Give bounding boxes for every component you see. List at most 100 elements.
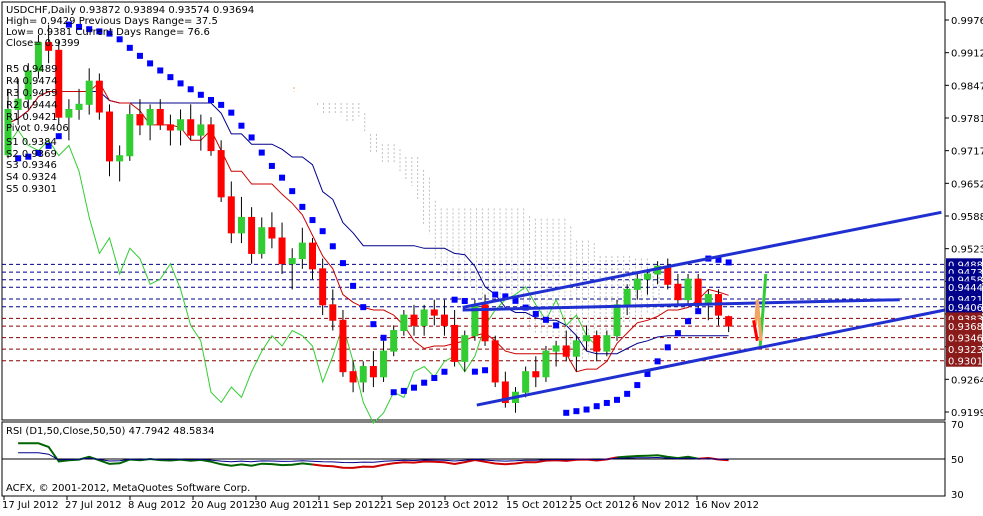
candle-body [694, 278, 702, 306]
price-tag-box [946, 300, 982, 313]
psar-dot [309, 217, 316, 224]
psar-dot [76, 23, 83, 30]
candle-body [309, 242, 316, 270]
psar-dot [492, 291, 499, 298]
pivot-label-s2: S2 0.9369 [6, 149, 57, 160]
ichimoku-cloud [293, 86, 660, 362]
candle-body [562, 345, 570, 357]
psar-dot [136, 52, 143, 59]
psar-dot [360, 304, 367, 311]
price-tag-label: 0.93836 [948, 314, 983, 325]
pivot-label-r2: R2 0.9444 [6, 100, 57, 111]
psar-dot [25, 153, 32, 160]
x-tick-label: 16 Nov 2012 [695, 500, 759, 511]
psar-dot [542, 316, 549, 323]
projection-arrow-red [752, 320, 759, 342]
pivot-label-s1: S1 0.9384 [6, 137, 57, 148]
psar-dot [614, 396, 620, 403]
copyright-text: ACFX, © 2001-2012, MetaQuotes Software C… [6, 483, 250, 494]
candle-body [359, 366, 367, 383]
candle-body [14, 98, 22, 110]
psar-dot [177, 80, 184, 87]
pivot-label-r4: R4 0.9474 [6, 76, 57, 87]
psar-dot [218, 101, 225, 108]
trendline-upper-channel [462, 210, 942, 309]
psar-dot [634, 382, 641, 389]
candle-body [136, 114, 144, 126]
candle-body [146, 108, 154, 126]
candle-body [440, 314, 448, 326]
candle-body [643, 273, 651, 280]
chikou-span-line [7, 129, 598, 424]
psar-dot [654, 358, 661, 365]
y-tick-label: 0.96525 [951, 179, 983, 190]
candle-body [542, 350, 550, 378]
psar-dot [624, 390, 631, 397]
candle-body [156, 108, 164, 126]
pivot-label-pivot: Pivot 0.9406 [6, 123, 69, 134]
rsi-tick-label: 50 [951, 455, 964, 466]
candle-body [126, 114, 134, 157]
candle-body [217, 150, 225, 198]
psar-dot [86, 26, 93, 33]
candle-body [664, 265, 672, 285]
candle-body [237, 216, 245, 234]
psar-dot [431, 375, 438, 382]
psar-dot [685, 318, 692, 325]
psar-dot [695, 308, 702, 315]
x-tick-label: 15 Oct 2012 [506, 500, 568, 511]
psar-dot [289, 188, 296, 195]
pivot-label-r3: R3 0.9459 [6, 88, 57, 99]
y-tick-label: 0.95235 [951, 245, 983, 256]
candle-body [481, 304, 489, 342]
psar-dot [96, 28, 103, 35]
psar-dot [532, 310, 539, 317]
header-line-low: Low= 0.9381 Current Days Range= 76.6 [6, 27, 210, 38]
psar-dot [258, 149, 265, 156]
candle-body [491, 340, 499, 383]
y-tick-label: 0.98475 [951, 81, 983, 92]
psar-dot [715, 256, 722, 263]
y-tick-label: 0.99765 [951, 16, 983, 27]
psar-dot [350, 282, 357, 289]
price-tag-label: 0.94443 [948, 283, 983, 294]
psar-dot [228, 109, 235, 116]
x-tick-label: 11 Sep 2012 [317, 500, 380, 511]
candle-body [349, 371, 357, 383]
pivot-label-s5: S5 0.9301 [6, 184, 57, 195]
time-axis: 17 Jul 2012 27 Jul 2012 8 Aug 2012 20 Aug 2… [2, 496, 759, 511]
psar-dot [55, 133, 62, 140]
candle-body [197, 124, 205, 136]
candle-body [410, 314, 418, 326]
candle-body [603, 335, 611, 352]
candles [4, 24, 733, 413]
candle-body [633, 278, 641, 290]
psar-dot [553, 322, 560, 329]
psar-dot [380, 334, 387, 341]
psar-dot [471, 368, 478, 375]
candle-body [34, 42, 42, 72]
x-tick-label: 8 Aug 2012 [128, 500, 186, 511]
y-tick-label: 0.91995 [951, 408, 983, 419]
psar-dot [299, 203, 306, 210]
psar-dot [400, 387, 407, 394]
psar-dot [65, 21, 72, 28]
candle-body [278, 237, 286, 265]
price-tag-label: 0.93238 [948, 345, 983, 356]
pivot-label-s4: S4 0.9324 [6, 172, 57, 183]
projection-arrows [752, 273, 768, 347]
price-tag-label: 0.93013 [948, 357, 983, 368]
psar-dot [644, 370, 651, 377]
candle-body [725, 316, 733, 327]
price-tag-label: 0.93687 [948, 322, 983, 333]
psar-dot [370, 321, 377, 328]
candle-body [572, 340, 580, 357]
candle-body [522, 371, 530, 393]
psar-dot [157, 67, 164, 74]
candle-body [65, 108, 73, 118]
psar-dot [593, 403, 600, 410]
rsi-label: RSI (D1,50,Close,50,50) 47.7942 48.5834 [6, 426, 214, 437]
